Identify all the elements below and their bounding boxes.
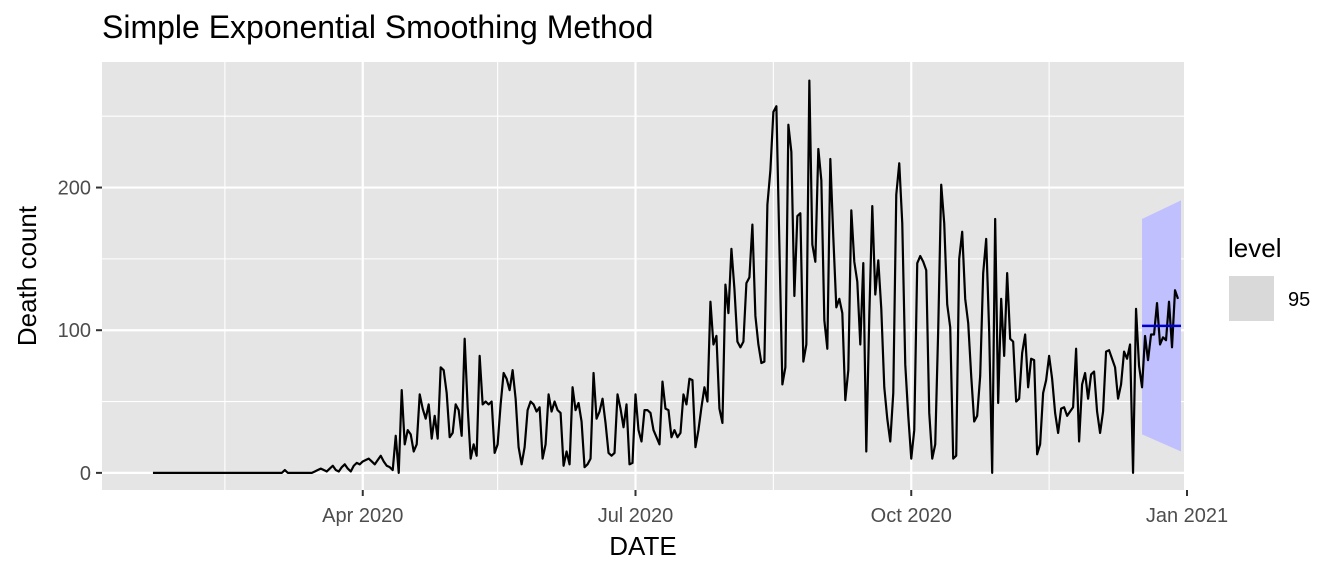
x-tick-label-3: Jan 2021 (1146, 505, 1228, 527)
x-axis-title: DATE (609, 531, 676, 561)
chart-title: Simple Exponential Smoothing Method (102, 9, 653, 45)
grid-minor (102, 62, 1184, 490)
x-tick-label-2: Oct 2020 (871, 505, 952, 527)
series-line-observed (152, 79, 1180, 474)
x-axis: Apr 2020 Jul 2020 Oct 2020 Jan 2021 (322, 490, 1228, 527)
y-tick-label-0: 0 (80, 463, 91, 485)
y-tick-label-200: 200 (58, 178, 91, 200)
y-tick-label-100: 100 (58, 320, 91, 342)
legend-key-95 (1229, 276, 1274, 321)
y-axis: 0 100 200 (58, 178, 102, 485)
legend: level 95 (1228, 233, 1310, 321)
y-axis-title: Death count (12, 205, 42, 346)
x-tick-label-1: Jul 2020 (598, 505, 674, 527)
legend-title: level (1228, 233, 1281, 263)
series-layer (152, 79, 1180, 474)
legend-label-95: 95 (1288, 289, 1310, 311)
x-tick-label-0: Apr 2020 (322, 505, 403, 527)
